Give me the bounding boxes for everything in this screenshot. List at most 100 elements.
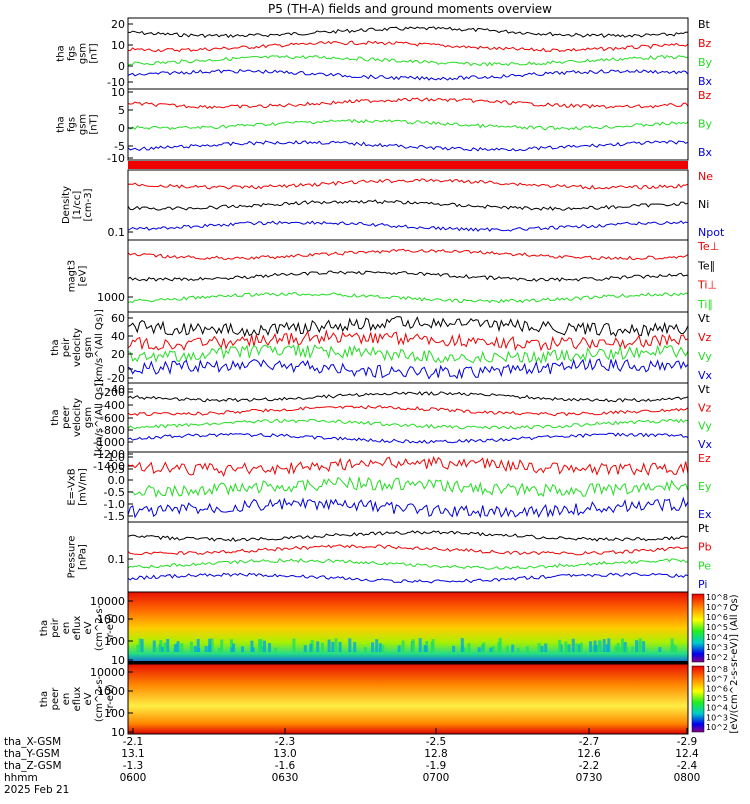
y-axis-label: gsm	[83, 407, 94, 428]
x-row-label: tha_X-GSM	[4, 736, 61, 748]
x-axis: tha_X-GSM -2.1 -2.3 -2.5 -2.7 -2.9 tha_Y-GSM 13…	[4, 728, 700, 796]
y-axis-label: [cm-3]	[83, 188, 94, 221]
y-tick-label: 10	[111, 86, 125, 99]
spectrogram-speckle	[463, 647, 466, 652]
spectrogram-speckle	[577, 644, 581, 652]
spectrogram-speckle	[658, 647, 662, 652]
spectrogram-speckle	[674, 645, 678, 652]
colorbar: 10^810^710^610^510^410^310^210^810^710^6…	[691, 593, 740, 734]
spectrogram-speckle	[565, 644, 569, 652]
x-tick-label: -2.2	[579, 760, 600, 772]
panel-frame	[127, 239, 689, 313]
spectrogram-speckle	[303, 645, 307, 652]
spectrogram-speckle	[309, 643, 313, 652]
trace-red	[127, 455, 689, 478]
x-row-label: tha_Y-GSM	[4, 748, 60, 760]
y-axis-label: tha	[50, 409, 61, 425]
y-axis-label: magt3	[67, 260, 78, 293]
legend-entry: Ey	[698, 480, 712, 493]
colorbar-tick-label: 10^7	[706, 675, 728, 684]
legend-entry: Npot	[698, 226, 725, 239]
spectrogram-speckle	[193, 646, 197, 652]
y-tick-label: 10000	[90, 595, 125, 608]
colorbar-tick-label: 10^8	[706, 593, 728, 602]
x-tick-label: -1.3	[123, 760, 144, 772]
trace-red	[127, 97, 689, 109]
y-tick-label: -5	[114, 140, 125, 153]
y-tick-label: -200	[100, 386, 125, 399]
y-axis-label: gsm	[78, 114, 89, 135]
trace-black	[127, 391, 689, 403]
trace-red	[127, 248, 689, 261]
spectrogram-speckle	[230, 647, 234, 652]
y-tick-label: 10000	[90, 666, 125, 679]
legend-entry: Pt	[698, 522, 710, 535]
panel-frame	[127, 382, 689, 453]
y-tick-label: 100	[104, 635, 125, 648]
y-tick-label: -1200	[93, 448, 125, 461]
y-tick-label: -10	[107, 152, 125, 165]
panel-peirspec: 10000 1000 100 10 tha peir en eflux eV (cm^2-s-sr…	[39, 591, 689, 667]
y-axis-label: velocity	[72, 398, 83, 437]
spectrogram-speckle	[467, 643, 471, 652]
y-tick-label: 60	[111, 312, 125, 325]
spectrogram-speckle	[250, 640, 254, 652]
colorbar-tick-label: 10^4	[706, 633, 728, 642]
spectrogram-speckle	[220, 639, 224, 652]
legend-entry: Bx	[698, 146, 713, 159]
spectrogram-speckle	[268, 643, 272, 652]
y-tick-label: -1400	[93, 460, 125, 473]
spectrogram-speckle	[491, 646, 495, 652]
panel-fgs: 20 10 0 -10 tha fgs gsm [nT] Bt Bz By Bx	[56, 17, 713, 90]
spectrogram-speckle	[338, 641, 342, 652]
trace-red	[127, 544, 689, 556]
spectrogram-speckle	[544, 643, 548, 652]
legend-entry: Bz	[698, 37, 712, 50]
spectrogram-speckle	[638, 641, 642, 652]
legend-entry: Te∥	[697, 259, 715, 272]
spectrogram-speckle	[567, 644, 571, 652]
y-axis-label: [km/s^(All Qs)]	[94, 309, 105, 386]
spectrogram-speckle	[173, 644, 177, 652]
legend-entry: Pb	[698, 541, 712, 554]
y-tick-label: 40	[111, 330, 125, 343]
y-axis-label: eV	[83, 692, 94, 705]
panel-frame	[127, 88, 689, 161]
y-axis-label: en	[61, 693, 72, 706]
y-axis-label: sr-eV)	[105, 613, 116, 642]
y-axis-label: peir	[50, 617, 61, 637]
y-axis-label: tha	[39, 691, 50, 707]
spectrogram-speckle	[571, 638, 575, 652]
spectrogram-speckle	[381, 644, 385, 652]
colorbar-label: [eV/(cm^2-s-sr-eV)] (All Qs)	[729, 594, 740, 733]
legend-entry: Ni	[698, 198, 709, 211]
trace-red	[127, 40, 689, 53]
spectrogram-speckle	[375, 639, 379, 652]
spectrogram-speckle	[401, 640, 405, 652]
x-tick-label: -1.6	[275, 760, 296, 772]
spectrogram-speckle	[363, 647, 367, 652]
panel-frame	[127, 663, 689, 735]
y-tick-label: 0	[118, 363, 125, 376]
spectrogram-speckle	[579, 642, 583, 652]
spectrogram-speckle	[540, 645, 544, 652]
spectrogram-gap	[128, 661, 688, 664]
legend-entry: Ne	[698, 170, 713, 183]
y-tick-label: -40	[107, 383, 125, 396]
y-tick-label: 5	[118, 104, 125, 117]
trace-green	[127, 476, 689, 499]
y-tick-label: 0	[118, 122, 125, 135]
y-axis-label: [eV]	[78, 266, 89, 287]
spectrogram-speckle	[180, 643, 184, 652]
trace-green	[127, 344, 689, 365]
spectrogram-speckle	[353, 642, 357, 652]
spectrogram-speckle	[152, 640, 156, 652]
y-axis-label: eflux	[72, 687, 83, 712]
y-axis-label: gsm	[83, 337, 94, 358]
spectrogram-speckle	[371, 642, 375, 652]
legend-entry: Te⊥	[697, 240, 719, 253]
y-axis-label: tha	[56, 116, 67, 132]
spectrogram-speckle	[597, 645, 601, 652]
y-tick-label: 10	[111, 39, 125, 52]
trace-black	[127, 316, 689, 338]
